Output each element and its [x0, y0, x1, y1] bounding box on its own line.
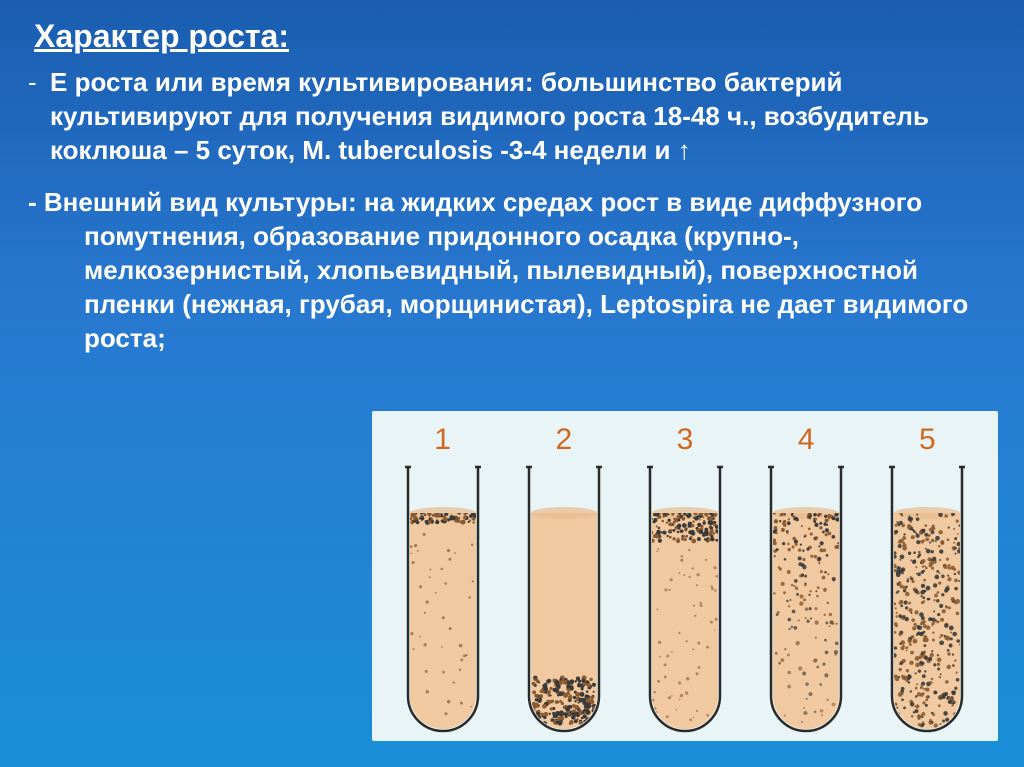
test-tube — [646, 465, 724, 735]
tube-column: 1 — [388, 423, 498, 735]
slide-title: Характер роста: — [34, 18, 996, 55]
tube-column: 3 — [630, 423, 740, 735]
test-tube — [404, 465, 482, 735]
tube-label: 3 — [677, 423, 694, 457]
tube-label: 2 — [555, 423, 572, 457]
test-tube — [888, 465, 966, 735]
tube-column: 5 — [872, 423, 982, 735]
para-2-rest: помутнения, образование придонного осадк… — [28, 219, 996, 355]
test-tube — [525, 465, 603, 735]
tubes-figure: 1 2 3 4 5 — [372, 411, 998, 741]
tube-label: 1 — [434, 423, 451, 457]
bullet-2: - Внешний вид культуры: на жидких средах… — [28, 185, 996, 355]
tube-label: 5 — [919, 423, 936, 457]
para-2-line1: - Внешний вид культуры: на жидких средах… — [28, 185, 996, 219]
tube-column: 2 — [509, 423, 619, 735]
bullet-1: - Е роста или время культивирования: бол… — [28, 65, 996, 167]
bullet-dash: - — [28, 65, 42, 167]
tube-label: 4 — [798, 423, 815, 457]
test-tube — [767, 465, 845, 735]
tube-column: 4 — [751, 423, 861, 735]
para-1: Е роста или время культивирования: больш… — [50, 65, 996, 167]
